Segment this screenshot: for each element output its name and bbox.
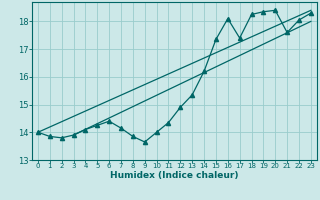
X-axis label: Humidex (Indice chaleur): Humidex (Indice chaleur) bbox=[110, 171, 239, 180]
